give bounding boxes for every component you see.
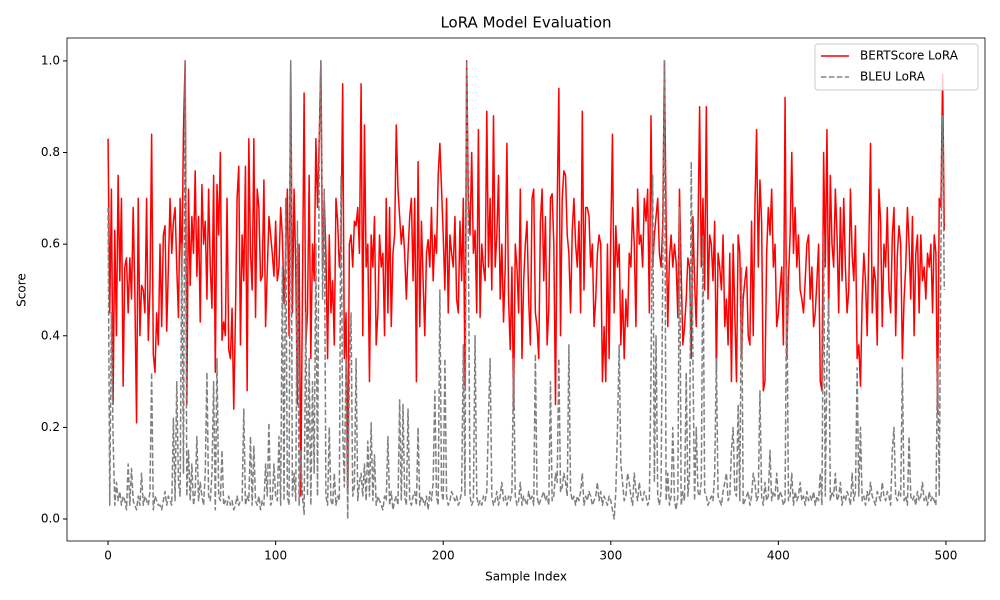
y-tick-label: 0.2 bbox=[41, 420, 60, 434]
y-tick-label: 0.8 bbox=[41, 145, 60, 159]
x-tick-label: 0 bbox=[104, 549, 112, 563]
y-axis-label: Score bbox=[15, 273, 29, 307]
plot-frame bbox=[66, 37, 986, 542]
chart-title: LoRA Model Evaluation bbox=[440, 14, 611, 32]
x-tick-label: 100 bbox=[264, 549, 287, 563]
x-axis-label: Sample Index bbox=[485, 570, 567, 584]
x-tick-label: 300 bbox=[599, 549, 622, 563]
y-tick-label: 0.6 bbox=[41, 237, 60, 251]
x-tick-label: 200 bbox=[432, 549, 455, 563]
legend-box bbox=[814, 43, 979, 91]
y-tick-label: 1.0 bbox=[41, 53, 60, 67]
series-line bbox=[107, 60, 946, 497]
series-line bbox=[107, 60, 946, 520]
legend-label: BLEU LoRA bbox=[860, 70, 926, 84]
y-tick-label: 0.4 bbox=[41, 328, 60, 342]
legend-label: BERTScore LoRA bbox=[860, 49, 959, 63]
y-tick-label: 0.0 bbox=[41, 512, 60, 526]
x-tick-label: 500 bbox=[935, 549, 958, 563]
x-tick-label: 400 bbox=[767, 549, 790, 563]
